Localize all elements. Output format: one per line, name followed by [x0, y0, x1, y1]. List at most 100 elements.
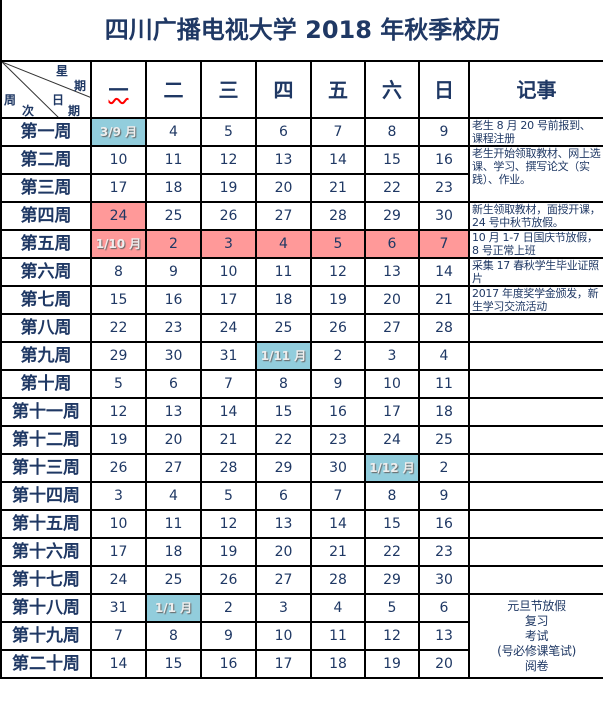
note-text: 老生 8 月 20 号前报到、课程注册: [472, 119, 591, 145]
corner-label: 日: [52, 93, 65, 107]
date-cell: 17: [364, 397, 420, 427]
note-text: 新生领取教材，面授开课，24 号中秋节放假。: [472, 203, 601, 229]
week-row: 第十九周 7 8 9 10 11 12 13: [0, 621, 603, 651]
date-cell: 6: [255, 117, 312, 147]
date-cell: 2: [145, 229, 202, 259]
weekday-header: 四: [255, 60, 312, 119]
week-label: 第三周: [0, 173, 92, 203]
date-cell: 11: [145, 145, 202, 175]
date-cell: 31: [90, 593, 147, 623]
date-cell: 16: [310, 397, 366, 427]
date-cell: 30: [145, 341, 202, 371]
date-cell: 5: [364, 593, 420, 623]
page-title: 四川广播电视大学 2018 年秋季校历: [0, 0, 603, 62]
date-cell: 17: [200, 285, 257, 315]
note-cell: 老生开始领取教材、网上选课、学习、撰写论文（实践）、作业。: [467, 145, 603, 203]
date-cell: 5: [200, 481, 257, 511]
weekday-header: 六: [364, 60, 420, 119]
note-text: 10 月 1-7 日国庆节放假，8 号正常上班: [472, 231, 598, 257]
date-cell: 24: [200, 313, 257, 343]
date-cell: 16: [418, 509, 470, 539]
date-cell: 27: [255, 565, 312, 595]
school-calendar: 四川广播电视大学 2018 年秋季校历 星 期 周 日 次 期 一二三四五六日记…: [0, 0, 603, 679]
week-row: 第十七周 24 25 26 27 28 29 30: [0, 565, 603, 595]
date-cell: 7: [310, 481, 366, 511]
date-cell: 29: [255, 453, 312, 483]
weekday-header: 五: [310, 60, 366, 119]
week-label: 第六周: [0, 257, 92, 287]
date-cell: 5: [310, 229, 366, 259]
date-cell: 27: [364, 313, 420, 343]
date-cell: 28: [310, 201, 366, 231]
date-cell: 19: [200, 537, 257, 567]
week-row: 第十五周 10 11 12 13 14 15 16: [0, 509, 603, 539]
date-cell: 2: [310, 341, 366, 371]
date-cell: 17: [255, 649, 312, 679]
date-cell: 3: [90, 481, 147, 511]
week-label: 第八周: [0, 313, 92, 343]
date-cell: 10: [364, 369, 420, 399]
date-cell: 13: [364, 257, 420, 287]
note-cell: [467, 313, 603, 343]
week-label: 第十九周: [0, 621, 92, 651]
date-cell: 9: [310, 369, 366, 399]
week-label: 第十二周: [0, 425, 92, 455]
week-label: 第十七周: [0, 565, 92, 595]
corner-label: 星: [56, 64, 69, 78]
date-cell: 24: [364, 425, 420, 455]
week-label: 第四周: [0, 201, 92, 231]
date-cell: 30: [310, 453, 366, 483]
date-cell: 15: [90, 285, 147, 315]
date-cell: 16: [145, 285, 202, 315]
date-cell: 25: [418, 425, 470, 455]
date-cell: 6: [418, 593, 470, 623]
note-text: 采集 17 春秋学生毕业证照片: [472, 259, 599, 285]
week-label: 第十八周: [0, 593, 92, 623]
date-cell: 20: [145, 425, 202, 455]
date-cell: 15: [145, 649, 202, 679]
note-cell: [467, 341, 603, 371]
date-cell: 18: [145, 173, 202, 203]
date-cell: 17: [90, 537, 147, 567]
date-cell: 28: [310, 565, 366, 595]
date-cell: 28: [200, 453, 257, 483]
date-cell: 8: [364, 117, 420, 147]
date-cell: 4: [310, 593, 366, 623]
week-row: 第四周 24 25 26 27 28 29 30 新生领取教材，面授开课，24 号中秋节放假。: [0, 201, 603, 231]
date-cell: 19: [90, 425, 147, 455]
date-cell: 18: [310, 649, 366, 679]
note-cell: 10 月 1-7 日国庆节放假，8 号正常上班: [467, 229, 603, 259]
date-cell: 9: [418, 481, 470, 511]
date-cell: 24: [90, 201, 147, 231]
date-cell: 14: [90, 649, 147, 679]
week-label: 第五周: [0, 229, 92, 259]
week-row: 第七周 15 16 17 18 19 20 21 2017 年度奖学金颁发，新生学习交流活动: [0, 285, 603, 315]
date-cell: 26: [200, 201, 257, 231]
weekday-header: 二: [145, 60, 202, 119]
date-cell: 31: [200, 341, 257, 371]
note-cell: [467, 537, 603, 567]
date-cell: 20: [418, 649, 470, 679]
week-row: 第三周 17 18 19 20 21 22 23: [0, 173, 603, 203]
note-cell: [467, 565, 603, 595]
date-cell: 8: [90, 257, 147, 287]
date-cell: 5: [90, 369, 147, 399]
note-text: 复习: [524, 613, 549, 628]
note-cell: [467, 509, 603, 539]
date-cell: 22: [255, 425, 312, 455]
date-cell: 12: [310, 257, 366, 287]
week-row: 第十周 5 6 7 8 9 10 11: [0, 369, 603, 399]
date-cell: 21: [200, 425, 257, 455]
notes-header: 记事: [467, 60, 603, 119]
date-cell: 20: [364, 285, 420, 315]
date-cell: 7: [310, 117, 366, 147]
date-cell: 1/10 月: [90, 229, 147, 259]
date-cell: 11: [255, 257, 312, 287]
week-label: 第十四周: [0, 481, 92, 511]
date-cell: 13: [255, 145, 312, 175]
date-cell: 12: [200, 145, 257, 175]
date-cell: 8: [145, 621, 202, 651]
date-cell: 11: [310, 621, 366, 651]
week-label: 第十六周: [0, 537, 92, 567]
